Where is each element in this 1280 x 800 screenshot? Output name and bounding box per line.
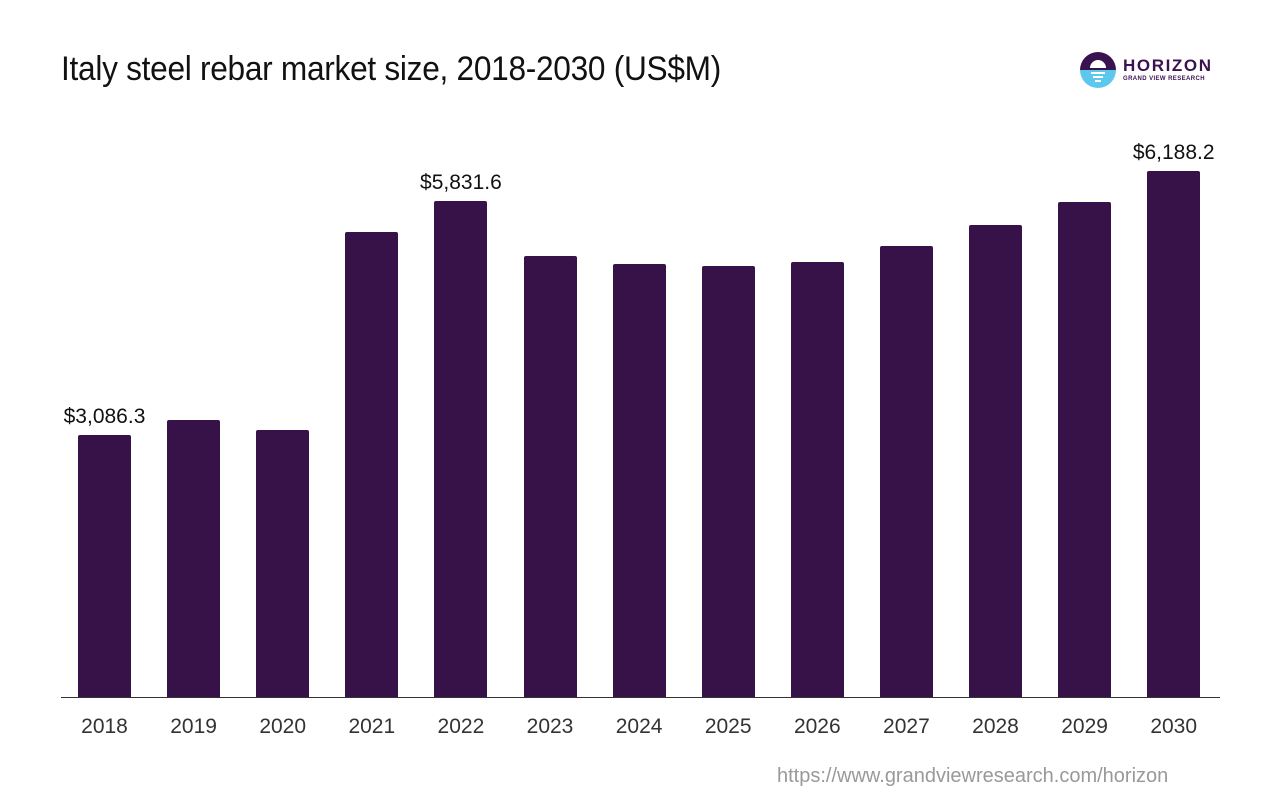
plot-area (61, 120, 1220, 698)
bar-2025 (701, 266, 755, 698)
x-tick-label: 2021 (348, 715, 396, 738)
bar-2028 (969, 225, 1022, 698)
bar-2021 (345, 232, 399, 698)
bar-2029 (1058, 202, 1112, 698)
bar-2018 (78, 435, 131, 698)
bar-2019 (167, 420, 221, 698)
bar-value-label: $6,188.2 (1132, 141, 1215, 164)
bar-2023 (523, 256, 577, 698)
source-url: https://www.grandviewresearch.com/horizo… (777, 765, 1169, 787)
bar-2024 (612, 264, 666, 698)
x-tick-label: 2025 (704, 715, 752, 738)
x-tick-label: 2026 (793, 715, 841, 738)
logo-subtitle: GRAND VIEW RESEARCH (1123, 76, 1205, 82)
bar-2030 (1147, 171, 1201, 698)
x-tick-label: 2028 (972, 715, 1019, 738)
x-tick-label: 2024 (615, 715, 663, 738)
brand-logo: HORIZON GRAND VIEW RESEARCH (1080, 52, 1213, 88)
bar-2027 (879, 246, 933, 698)
x-tick-label: 2019 (170, 715, 217, 738)
x-tick-label: 2027 (883, 715, 930, 738)
bar-2026 (790, 262, 844, 698)
chart-title: Italy steel rebar market size, 2018-2030… (61, 50, 721, 88)
logo-name: HORIZON (1123, 56, 1213, 75)
x-tick-label: 2029 (1061, 715, 1108, 738)
x-axis-line (61, 697, 1220, 698)
x-tick-label: 2030 (1150, 715, 1198, 738)
bar-value-label: $5,831.6 (420, 171, 502, 195)
x-tick-label: 2020 (259, 715, 307, 738)
x-tick-label: 2018 (81, 715, 128, 738)
horizon-sun-logo-icon (1080, 52, 1116, 88)
x-tick-label: 2022 (437, 715, 485, 738)
x-tick-label: 2023 (526, 715, 574, 738)
bar-2020 (256, 430, 310, 698)
bar-value-label: $3,086.3 (63, 405, 146, 429)
bar-2022 (434, 201, 488, 698)
